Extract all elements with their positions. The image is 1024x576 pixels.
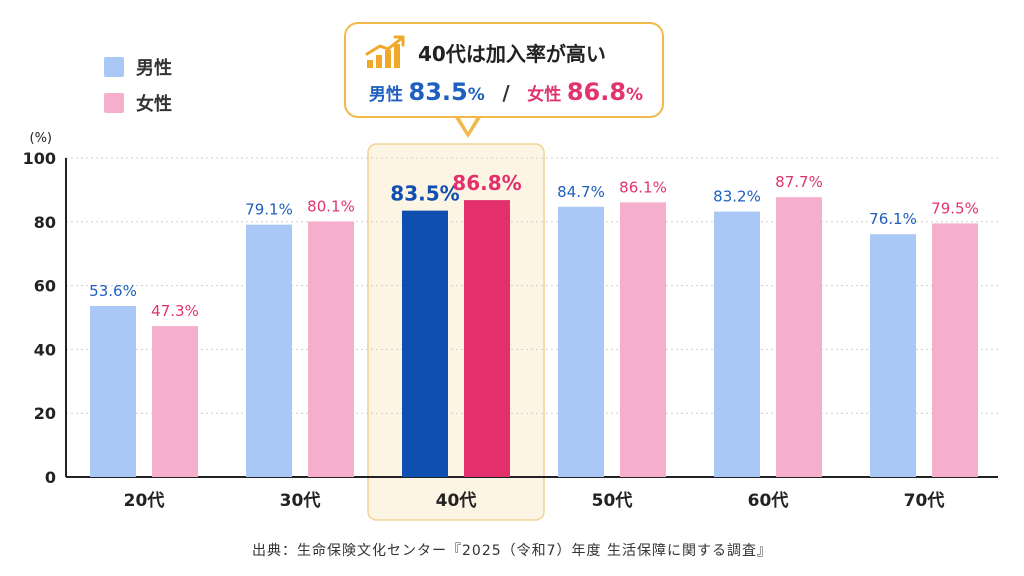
data-label-male-4: 83.2%	[713, 188, 761, 206]
legend-swatch-female	[104, 93, 124, 113]
data-label-female-4: 87.7%	[775, 173, 823, 191]
y-tick-label: 0	[45, 468, 56, 487]
x-tick-label: 30代	[280, 490, 321, 511]
callout-title: 40代は加入率が高い	[418, 42, 606, 66]
bar-male-4	[714, 211, 760, 478]
bar-female-0	[152, 326, 198, 477]
data-label-male-0: 53.6%	[89, 282, 137, 300]
legend-label-male: 男性	[136, 58, 172, 79]
legend: 男性 女性	[104, 56, 172, 128]
bar-male-5	[870, 234, 916, 477]
callout-female-unit: %	[626, 85, 644, 105]
callout-values: 男性 83.5% / 女性 86.8%	[346, 78, 666, 106]
data-label-female-0: 47.3%	[151, 302, 199, 320]
bar-female-4	[776, 197, 822, 477]
y-tick-label: 20	[34, 404, 56, 423]
y-tick-label: 60	[34, 277, 56, 296]
legend-swatch-male	[104, 57, 124, 77]
legend-item-male: 男性	[104, 56, 172, 79]
legend-item-female: 女性	[104, 92, 172, 115]
x-tick-label: 20代	[124, 490, 165, 511]
callout-male-unit: %	[467, 85, 485, 105]
source-note: 出典：生命保険文化センター『2025（令和7）年度 生活保障に関する調査』	[252, 543, 772, 559]
data-label-male-3: 84.7%	[557, 183, 605, 201]
callout-male-value: 83.5	[408, 78, 468, 106]
legend-label-female: 女性	[136, 94, 172, 115]
y-unit-label: (%)	[30, 131, 53, 146]
bar-female-3	[620, 202, 666, 477]
data-label-female-2: 86.8%	[452, 171, 521, 195]
y-tick-label: 100	[23, 149, 56, 168]
x-tick-label: 40代	[436, 490, 477, 511]
callout-female-value: 86.8	[566, 78, 627, 106]
bar-male-1	[246, 224, 292, 477]
x-tick-label: 50代	[592, 490, 633, 511]
x-tick-label: 60代	[748, 490, 789, 511]
callout-male-label: 男性	[368, 85, 403, 105]
x-tick-label: 70代	[904, 490, 945, 511]
trend-up-chart-icon	[365, 35, 405, 68]
bar-male-3	[558, 206, 604, 477]
data-label-male-1: 79.1%	[245, 201, 293, 219]
callout-separator: /	[502, 81, 510, 105]
data-label-female-1: 80.1%	[307, 197, 355, 215]
bar-female-1	[308, 221, 354, 477]
y-tick-label: 40	[34, 340, 56, 359]
callout-female-label: 女性	[527, 85, 562, 105]
callout-box: 40代は加入率が高い 男性 83.5% / 女性 86.8%	[344, 22, 664, 118]
bar-male-2	[402, 210, 448, 477]
data-label-male-5: 76.1%	[869, 210, 917, 228]
bar-female-5	[932, 223, 978, 477]
bar-male-0	[90, 306, 136, 477]
bar-female-2	[464, 200, 510, 477]
data-label-female-5: 79.5%	[931, 199, 979, 217]
y-tick-label: 80	[34, 213, 56, 232]
data-label-male-2: 83.5%	[390, 182, 459, 206]
data-label-female-3: 86.1%	[619, 178, 667, 196]
